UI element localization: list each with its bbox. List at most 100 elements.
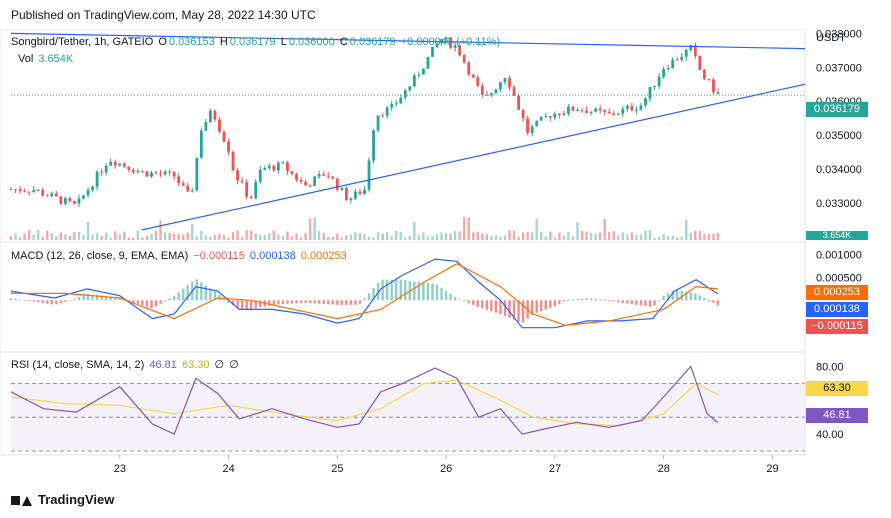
volume-bar xyxy=(671,236,674,240)
macd-tick-label: 0.001000 xyxy=(816,250,862,262)
volume-bar xyxy=(567,231,570,240)
candle-body xyxy=(557,113,561,116)
volume-bar xyxy=(689,232,692,240)
candle-body xyxy=(231,151,235,171)
volume-bar xyxy=(399,231,402,240)
candle-body xyxy=(272,165,276,171)
candle-body xyxy=(186,185,190,192)
candle-body xyxy=(417,74,421,76)
volume-bar xyxy=(95,233,99,240)
rsi-badge: 46.81 xyxy=(806,408,868,423)
volume-label: Vol xyxy=(18,53,34,65)
volume-bar xyxy=(18,237,22,240)
volume-bar xyxy=(549,231,552,240)
candle-body xyxy=(598,108,602,111)
macd-histogram-bar xyxy=(141,300,144,306)
time-tick-label: 25 xyxy=(331,463,343,475)
candle-body xyxy=(9,189,13,191)
candle-body xyxy=(702,69,706,79)
candle-body xyxy=(367,160,371,190)
macd-histogram-bar xyxy=(349,300,353,305)
macd-histogram-bar xyxy=(449,293,452,301)
volume-bar xyxy=(200,230,203,240)
macd-histogram-bar xyxy=(299,300,303,303)
low-value: 0.036000 xyxy=(288,36,335,48)
macd-histogram-bar xyxy=(644,300,647,307)
candle-body xyxy=(458,45,462,56)
candle-body xyxy=(376,115,380,131)
candle-body xyxy=(435,43,439,47)
candle-body xyxy=(625,106,629,109)
macd-histogram-bar xyxy=(245,300,248,310)
candle-body xyxy=(503,78,507,83)
macd-histogram-bar xyxy=(598,299,602,301)
volume-bar xyxy=(322,232,325,240)
volume-bar xyxy=(240,237,244,240)
candle-body xyxy=(267,165,271,168)
candle-body xyxy=(467,62,471,75)
macd-histogram-bar xyxy=(635,300,638,305)
volume-bar xyxy=(141,237,144,240)
volume-bar xyxy=(222,234,226,240)
volume-bar xyxy=(55,236,58,240)
candle-body xyxy=(41,189,45,196)
macd-signal-badge: 0.000253 xyxy=(806,285,868,300)
candle-body xyxy=(494,89,498,94)
macd-histogram-bar xyxy=(580,298,584,301)
volume-bar xyxy=(666,236,670,240)
volume-bar xyxy=(422,232,425,240)
macd-histogram-bar xyxy=(227,300,230,302)
macd-histogram-bar xyxy=(503,300,507,316)
volume-bar xyxy=(331,237,334,240)
open-value: 0.036153 xyxy=(168,36,215,48)
volume-bar xyxy=(589,232,593,240)
macd-histogram-bar xyxy=(32,300,35,302)
macd-histogram-bar xyxy=(499,300,502,314)
macd-histogram-bar xyxy=(259,300,262,308)
macd-legend: MACD (12, 26, close, 9, EMA, EMA) −0.000… xyxy=(11,250,349,262)
candle-body xyxy=(358,191,362,195)
macd-histogram-bar xyxy=(372,288,375,301)
rsi-ma-value: 63.30 xyxy=(181,359,210,371)
candle-body xyxy=(95,171,99,187)
volume-bar xyxy=(77,232,81,240)
macd-line-badge: 0.000138 xyxy=(806,302,868,317)
volume-bar xyxy=(32,234,35,240)
macd-histogram-bar xyxy=(336,300,339,305)
volume-bar xyxy=(462,216,466,240)
tradingview-logo[interactable]: TradingView xyxy=(11,492,114,507)
candle-body xyxy=(131,169,135,173)
volume-bar xyxy=(703,233,706,240)
macd-histogram-bar xyxy=(517,300,520,322)
candle-body xyxy=(304,181,307,186)
macd-histogram-bar xyxy=(417,282,421,301)
volume-bar xyxy=(204,235,208,240)
volume-bar xyxy=(612,231,615,240)
candle-body xyxy=(340,187,344,190)
macd-histogram-bar xyxy=(313,300,316,304)
candle-body xyxy=(630,106,634,111)
candle-body xyxy=(154,172,158,174)
candle-body xyxy=(222,131,226,142)
volume-bar xyxy=(440,232,443,240)
volume-badge: 3.654K xyxy=(806,231,868,240)
macd-histogram-bar xyxy=(209,288,212,301)
candle-body xyxy=(258,169,262,182)
macd-histogram-bar xyxy=(240,300,244,310)
macd-histogram-bar xyxy=(490,300,493,312)
rsi-legend: RSI (14, close, SMA, 14, 2) 46.81 63.30 … xyxy=(11,358,241,371)
high-label: H xyxy=(219,36,228,48)
volume-bar xyxy=(281,236,285,240)
volume-bar xyxy=(59,232,63,240)
macd-histogram-bar xyxy=(639,300,643,306)
candle-body xyxy=(489,93,493,96)
candle-body xyxy=(485,94,489,96)
macd-histogram-bar xyxy=(186,285,189,301)
macd-signal-value: 0.000253 xyxy=(300,250,347,262)
candle-body xyxy=(426,56,430,69)
macd-histogram-bar xyxy=(390,279,393,301)
macd-histogram-bar xyxy=(104,296,108,301)
macd-histogram-bar xyxy=(59,300,63,304)
volume-bar xyxy=(395,231,398,240)
